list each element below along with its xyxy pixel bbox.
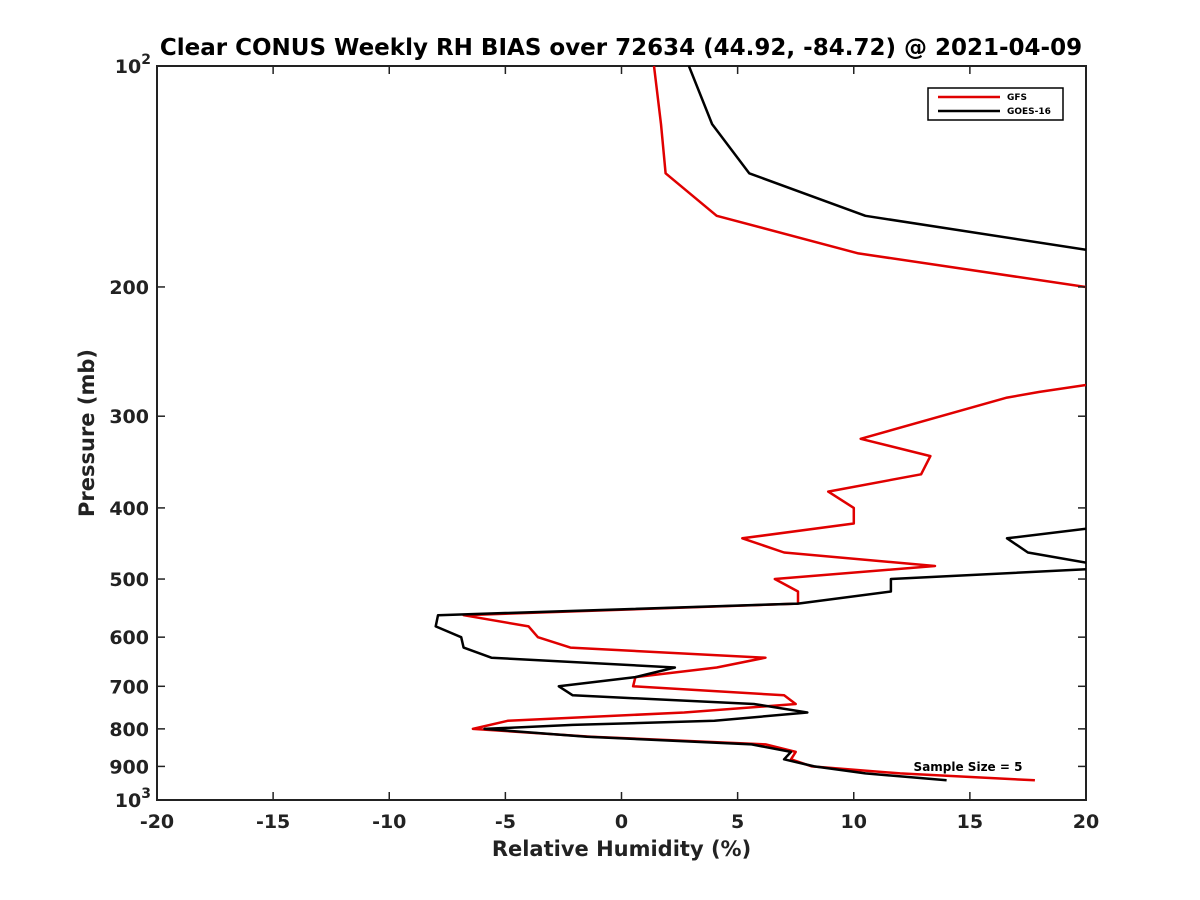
y-tick-label: 200 (109, 277, 149, 299)
y-tick-label: 800 (109, 719, 149, 741)
series-line-goes16-seg0 (687, 66, 1086, 252)
x-tick-label: -15 (256, 811, 290, 833)
y-tick-label: 500 (109, 569, 149, 591)
x-axis-label: Relative Humidity (%) (492, 837, 751, 861)
legend-label-gfs: GFS (1007, 93, 1027, 103)
y-tick-label: 400 (109, 498, 149, 520)
series-line-gfs-seg1 (462, 383, 1086, 782)
x-tick-label: -5 (495, 811, 516, 833)
y-tick-label: 600 (109, 627, 149, 649)
y-axis-label: Pressure (mb) (75, 349, 99, 517)
y-tick-label: 900 (109, 756, 149, 778)
x-tick-label: 0 (615, 811, 628, 833)
chart-title: Clear CONUS Weekly RH BIAS over 72634 (4… (160, 35, 1082, 61)
x-tick-label: 15 (957, 811, 983, 833)
legend: GFS GOES-16 (927, 87, 1064, 121)
x-tick-label: 10 (841, 811, 867, 833)
sample-size-annotation: Sample Size = 5 (914, 760, 1023, 774)
x-tick-label: 5 (731, 811, 744, 833)
y-axis-ticks: 102 200 300 400 500 600 700 800 900 103 (109, 52, 1086, 812)
x-axis-ticks: -20 -15 -10 -5 0 5 10 15 20 (140, 66, 1099, 833)
y-tick-label: 700 (109, 676, 149, 698)
x-tick-label: -10 (372, 811, 406, 833)
x-tick-label: 20 (1073, 811, 1099, 833)
plot-frame (156, 65, 1087, 801)
series-line-goes16-seg2 (434, 568, 1086, 782)
plot-area: -20 -15 -10 -5 0 5 10 15 20 102 200 300 400 500 600 70… (109, 52, 1099, 833)
series-line-gfs-seg0 (652, 66, 1086, 289)
legend-label-goes16: GOES-16 (1007, 107, 1051, 117)
y-tick-label: 300 (109, 406, 149, 428)
y-tick-label: 103 (115, 786, 151, 812)
x-tick-label: -20 (140, 811, 174, 833)
series-line-goes16-seg1 (1005, 527, 1086, 564)
series-layer (434, 66, 1086, 782)
y-tick-label: 102 (115, 52, 151, 78)
legend-box (927, 87, 1064, 121)
